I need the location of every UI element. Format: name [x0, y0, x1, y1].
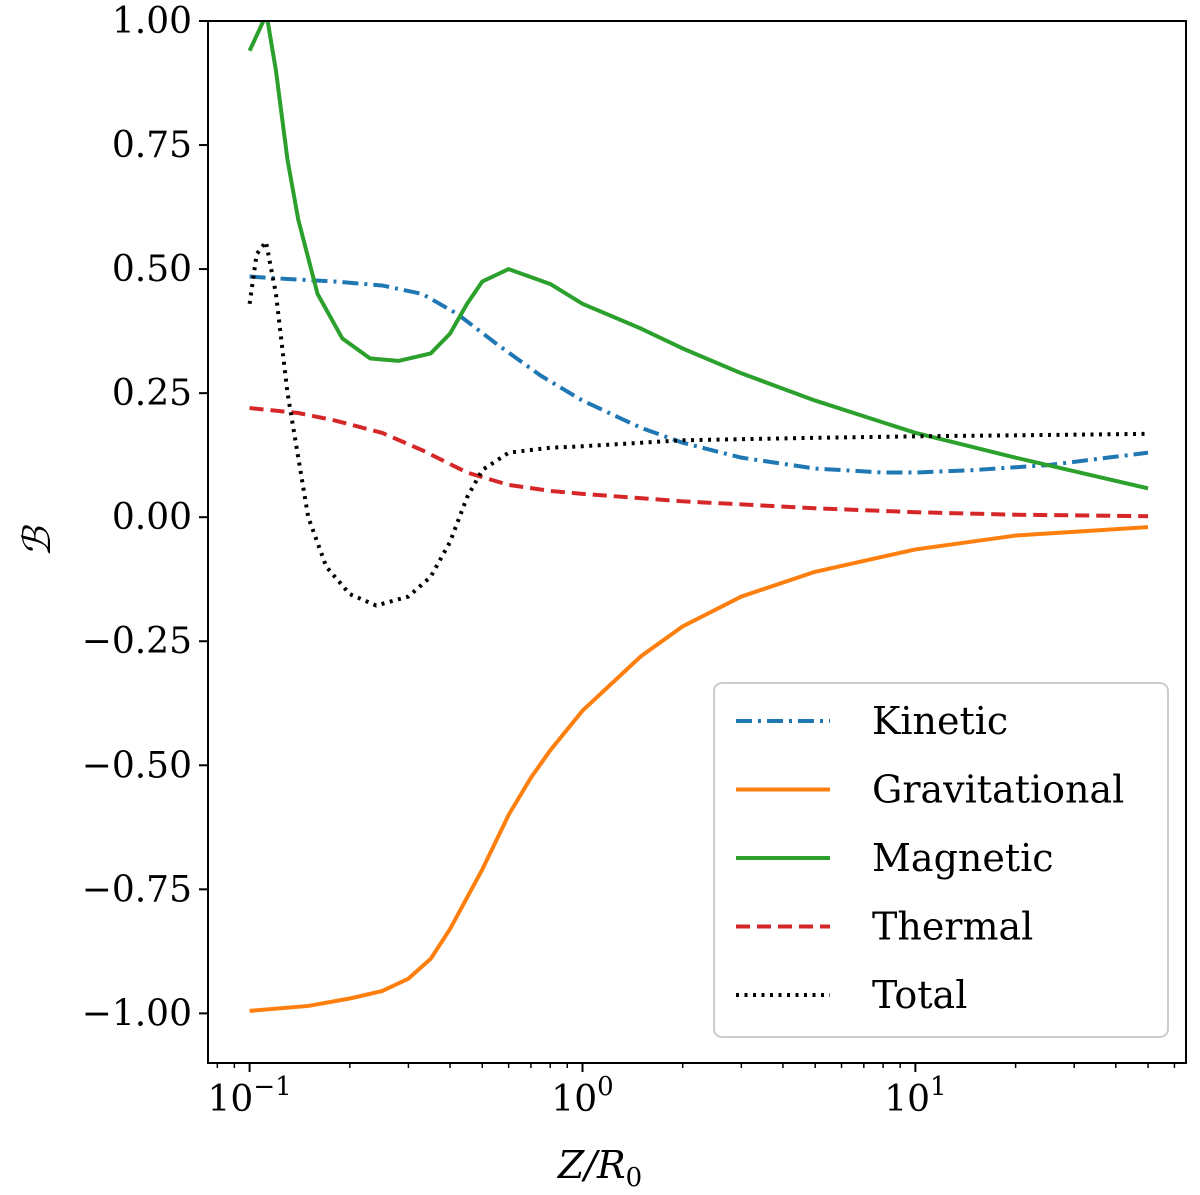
- legend-box: [713, 682, 1169, 1038]
- series-line-gravitational: [249, 525, 1149, 1013]
- series-layer: [247, 21, 1149, 1013]
- y-tick-label: 0.00: [112, 497, 192, 538]
- y-tick-label: 0.75: [112, 125, 192, 166]
- y-tick-label: −1.00: [82, 993, 192, 1034]
- x-axis-label: Z/R0: [557, 1143, 642, 1193]
- y-tick-label: −0.75: [82, 869, 192, 910]
- series-line-total: [247, 239, 1149, 608]
- y-tick-label: −0.25: [82, 621, 192, 662]
- legend-entries: Kinetic Gravitational Magnetic Thermal Total: [736, 699, 1124, 1017]
- legend-label-magnetic: Magnetic: [872, 836, 1054, 880]
- x-axis-label-subscript: 0: [626, 1163, 643, 1193]
- series-line-thermal: [249, 406, 1149, 519]
- x-tick-label: 101: [884, 1072, 946, 1120]
- plot-frame: [207, 20, 1187, 1064]
- x-tick-label: 10−1: [208, 1072, 292, 1120]
- legend-label-thermal: Thermal: [872, 905, 1033, 949]
- legend-label-gravitational: Gravitational: [872, 768, 1124, 812]
- y-axis-label: ℬ: [15, 524, 59, 557]
- x-tick-exponent: 1: [930, 1072, 947, 1102]
- series-line-magnetic: [247, 21, 1149, 491]
- x-tick-label: 100: [551, 1072, 613, 1120]
- x-tick-exponent: −1: [253, 1072, 291, 1102]
- x-tick-exponent: 0: [597, 1072, 614, 1102]
- legend-label-total: Total: [872, 973, 967, 1017]
- series-line-kinetic: [249, 274, 1149, 475]
- legend-label-kinetic: Kinetic: [872, 699, 1008, 743]
- y-tick-label: 0.50: [112, 249, 192, 290]
- y-tick-label: 1.00: [112, 1, 192, 42]
- y-tick-label: 0.25: [112, 373, 192, 414]
- y-tick-label: −0.50: [82, 745, 192, 786]
- legend: Kinetic Gravitational Magnetic Thermal Total: [713, 682, 1169, 1038]
- ticks-layer: 1.00 0.75 0.50 0.25 0.00 −0.25 −0.50 −0.75 −1.00…: [82, 1, 1176, 1120]
